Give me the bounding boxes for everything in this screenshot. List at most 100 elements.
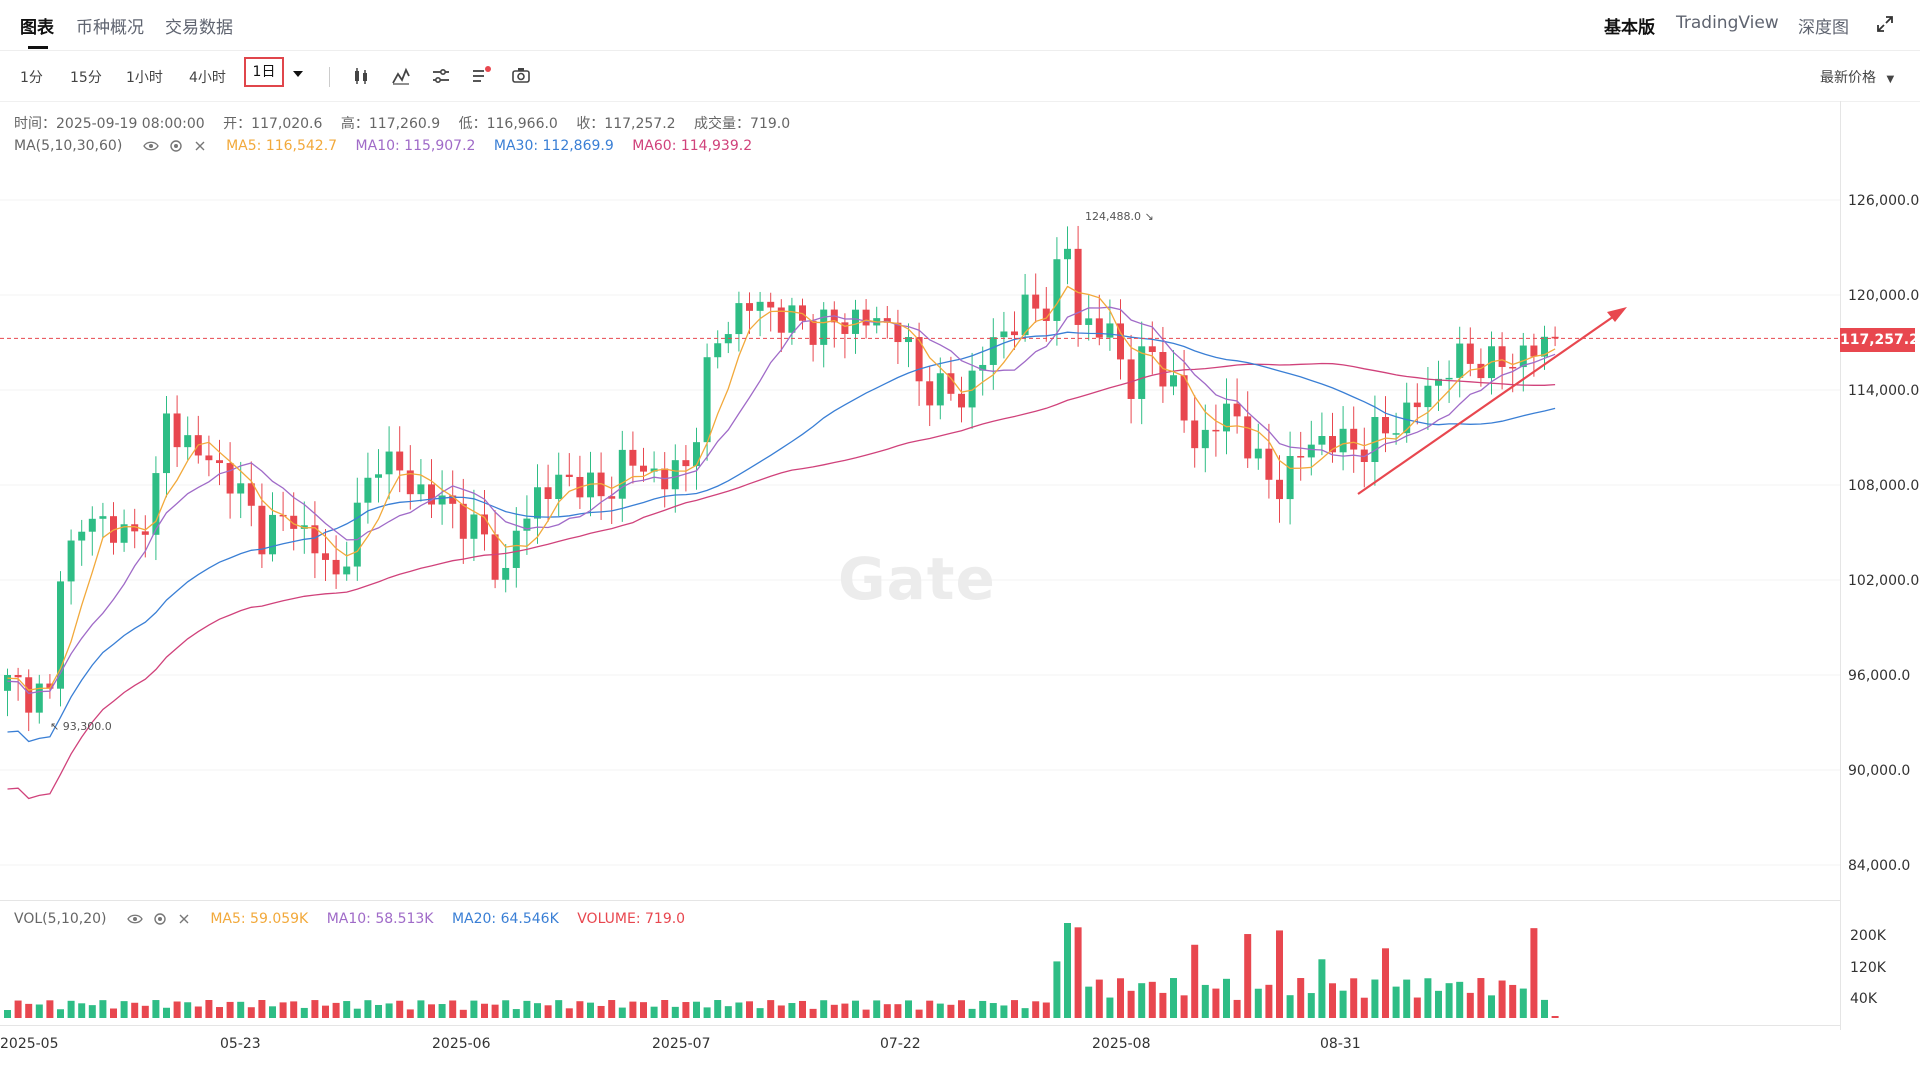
- candle: [99, 516, 107, 519]
- candle: [629, 449, 637, 466]
- candle: [67, 540, 75, 582]
- volume-bar: [1530, 928, 1538, 1018]
- close-icon[interactable]: [194, 140, 206, 152]
- compare-settings-icon[interactable]: [430, 65, 452, 87]
- price-chart[interactable]: [0, 101, 1840, 1025]
- tab-depth[interactable]: 深度图: [1798, 18, 1849, 38]
- x-label: 07-22: [880, 1036, 921, 1052]
- candle: [226, 463, 234, 494]
- volume-bar: [417, 1000, 425, 1018]
- candle: [512, 530, 520, 568]
- drawing-list-icon[interactable]: [470, 65, 492, 87]
- candle: [534, 487, 541, 519]
- volume-bar: [756, 1008, 764, 1018]
- x-label: 2025-07: [652, 1036, 711, 1052]
- candle: [767, 301, 775, 308]
- candle: [14, 675, 22, 678]
- volume-bar: [1360, 997, 1368, 1018]
- expand-icon[interactable]: [1875, 14, 1895, 34]
- candle: [968, 370, 976, 408]
- candle: [311, 525, 319, 554]
- volume-bar: [216, 1007, 223, 1018]
- candle: [915, 337, 923, 382]
- ma60-line: [7, 362, 1556, 800]
- volume-bar: [269, 1006, 276, 1018]
- candle: [1053, 259, 1061, 321]
- info-open: 开：117,020.6: [223, 116, 323, 132]
- candle: [1413, 402, 1421, 408]
- candle: [1286, 456, 1294, 500]
- y-label: 108,000.0: [1848, 478, 1920, 494]
- candle: [926, 381, 934, 406]
- eye-icon[interactable]: [127, 913, 143, 925]
- ma10-value: MA10: 115,907.2: [355, 138, 476, 154]
- candle: [46, 683, 54, 689]
- interval-1h[interactable]: 1小时: [126, 70, 163, 86]
- volume-bar: [449, 1000, 457, 1018]
- candle: [1191, 420, 1199, 449]
- info-low: 低：116,966.0: [458, 116, 558, 132]
- candle: [1541, 336, 1548, 357]
- candle: [714, 343, 722, 358]
- volume-bar: [131, 1002, 139, 1018]
- candle: [905, 337, 912, 343]
- info-high: 高：117,260.9: [340, 116, 441, 132]
- volume-bar: [247, 1007, 255, 1018]
- volume-bar: [152, 1000, 160, 1018]
- y-label: 126,000.0: [1848, 193, 1920, 209]
- eye-icon[interactable]: [142, 140, 159, 152]
- close-icon[interactable]: [178, 913, 190, 925]
- volume-bar: [343, 1001, 351, 1018]
- tab-chart[interactable]: 图表: [20, 18, 54, 38]
- candle: [120, 524, 128, 543]
- vol-ma10-value: MA10: 58.513K: [326, 911, 434, 927]
- interval-1m[interactable]: 1分: [20, 70, 43, 86]
- volume-bar: [1117, 978, 1124, 1018]
- volume-pane-border: [0, 900, 1840, 901]
- candle: [428, 484, 435, 505]
- tab-trading-data[interactable]: 交易数据: [165, 18, 233, 38]
- chevron-down-icon[interactable]: [292, 69, 304, 79]
- volume-bar: [597, 1005, 605, 1018]
- tab-coin-overview[interactable]: 币种概况: [76, 18, 144, 38]
- volume-bar: [1212, 988, 1220, 1018]
- y-label: 84,000.0: [1848, 858, 1911, 874]
- candle: [1297, 456, 1305, 458]
- volume-bar: [35, 1004, 43, 1018]
- indicator-icon[interactable]: [390, 65, 412, 87]
- screenshot-icon[interactable]: [510, 65, 532, 87]
- volume-bar: [1201, 984, 1209, 1018]
- volume-bar: [385, 1003, 393, 1018]
- candle: [1424, 385, 1432, 408]
- volume-bar: [618, 1007, 626, 1018]
- volume-bar: [1435, 990, 1442, 1018]
- candlestick-type-icon[interactable]: [350, 65, 372, 87]
- volume-bar: [788, 1003, 796, 1018]
- candle: [1095, 318, 1103, 338]
- interval-15m[interactable]: 15分: [70, 70, 102, 86]
- volume-bar: [1244, 934, 1252, 1018]
- vol-y-label: 120K: [1850, 960, 1886, 976]
- candle: [1085, 318, 1093, 325]
- interval-1d[interactable]: 1日: [244, 57, 284, 87]
- candle: [947, 373, 955, 394]
- volume-bar: [682, 1002, 690, 1018]
- volume-bar: [512, 1009, 520, 1018]
- settings-icon[interactable]: [169, 139, 183, 153]
- candle: [332, 559, 340, 575]
- y-label: 114,000.0: [1848, 383, 1920, 399]
- volume-bar: [46, 1000, 54, 1018]
- volume-bar: [1541, 999, 1548, 1018]
- candle: [1519, 345, 1527, 368]
- ma-legend: MA(5,10,30,60) MA5: 116,542.7 MA10: 115,…: [14, 138, 766, 154]
- tab-basic[interactable]: 基本版: [1604, 18, 1655, 38]
- candle: [1435, 378, 1442, 386]
- tab-tradingview[interactable]: TradingView: [1676, 13, 1779, 33]
- candle: [216, 460, 223, 464]
- price-type-select[interactable]: 最新价格 ▼: [1820, 67, 1894, 87]
- volume-bar: [375, 1004, 382, 1018]
- volume-bar: [1233, 999, 1241, 1018]
- interval-4h[interactable]: 4小时: [189, 70, 226, 86]
- settings-icon[interactable]: [153, 912, 167, 926]
- volume-bar: [1000, 1005, 1008, 1018]
